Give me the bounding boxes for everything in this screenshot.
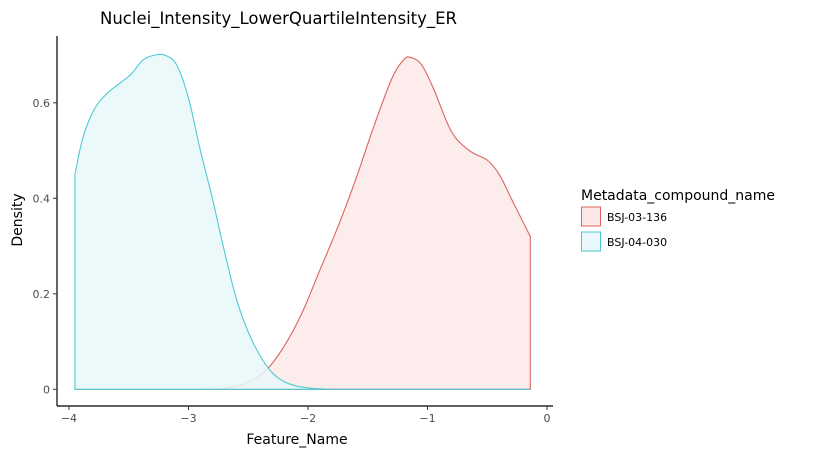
legend-label: BSJ-04-030 [607, 236, 667, 249]
x-tick-label: 0 [544, 412, 551, 425]
y-tick-label: 0.6 [33, 97, 51, 110]
x-axis-title: Feature_Name [246, 432, 347, 448]
legend-title: Metadata_compound_name [581, 188, 775, 204]
y-tick-label: 0.4 [33, 192, 51, 205]
legend-label: BSJ-03-136 [607, 211, 667, 224]
x-tick-label: −1 [419, 412, 435, 425]
legend: Metadata_compound_name BSJ-03-136 BSJ-04-… [581, 188, 775, 252]
legend-key-bsj-04-030 [581, 231, 601, 252]
y-axis-title: Density [10, 193, 26, 246]
density-line-bsj-04-030 [74, 53, 531, 390]
x-tick-label: −4 [61, 412, 77, 425]
x-tick-label: −3 [180, 412, 196, 425]
density-area-bsj-04-030 [74, 54, 531, 390]
density-area-bsj-03-136 [74, 56, 531, 390]
legend-key-bsj-03-136 [581, 206, 601, 227]
axes: −4 −3 −2 −1 0 0 0.2 0.4 0.6 [33, 36, 553, 425]
chart-title: Nuclei_Intensity_LowerQuartileIntensity_… [100, 9, 457, 29]
y-tick-label: 0.2 [33, 288, 51, 301]
y-tick-label: 0 [43, 383, 50, 396]
plot-area [74, 53, 531, 390]
x-tick-label: −2 [300, 412, 316, 425]
